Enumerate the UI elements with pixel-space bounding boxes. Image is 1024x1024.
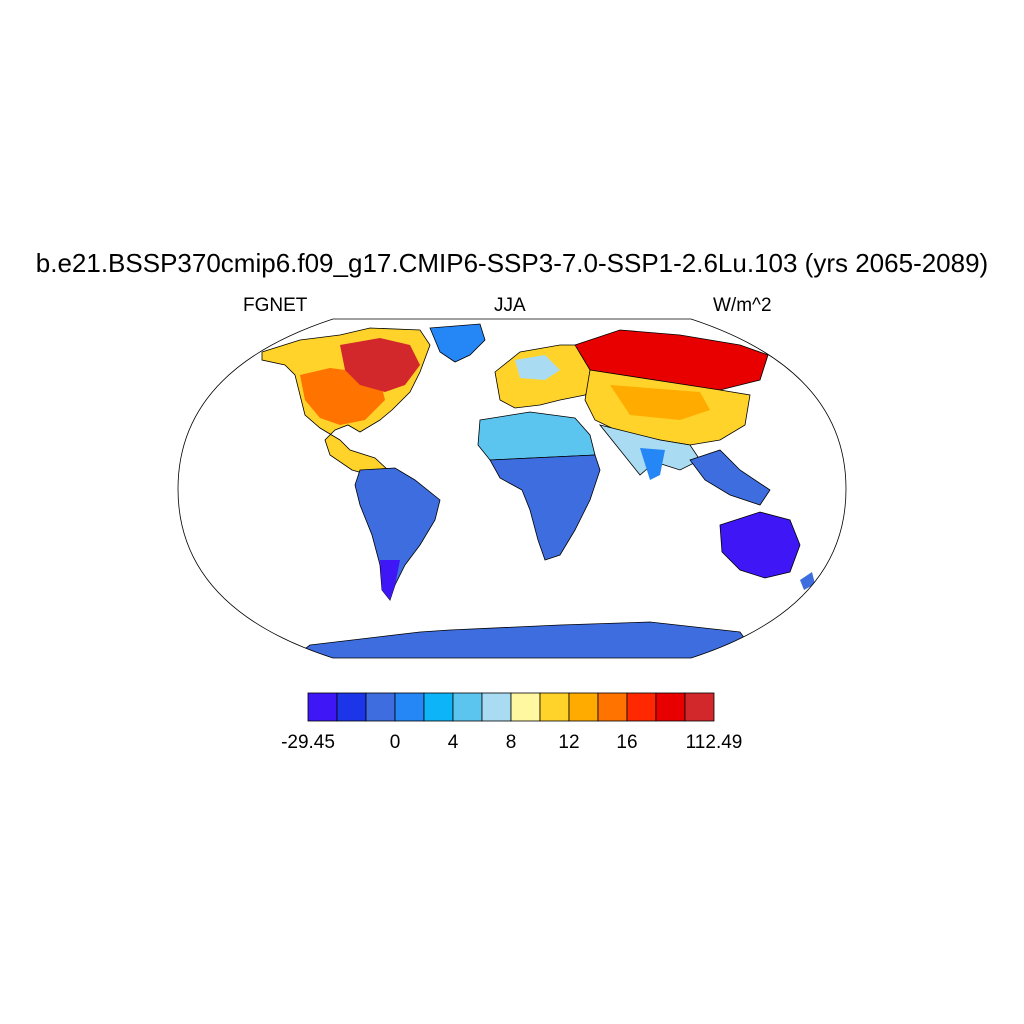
units-label: W/m^2 (713, 295, 772, 316)
colorbar-swatch (423, 692, 454, 722)
variable-label: FGNET (243, 295, 308, 316)
colorbar-swatch (568, 692, 599, 722)
india (640, 448, 665, 480)
antarctica (288, 621, 761, 658)
new-zealand (800, 572, 815, 590)
colorbar-swatch (597, 692, 628, 722)
colorbar-swatch (539, 692, 570, 722)
australia (719, 511, 801, 579)
map-border (177, 318, 847, 659)
colorbar-tick-label: 0 (389, 732, 401, 753)
colorbar-tick-label: 12 (558, 732, 580, 753)
southeast-asia (689, 449, 771, 506)
colorbar-swatch (394, 692, 425, 722)
colorbar-swatch (365, 692, 396, 722)
colorbar-tick-label: 16 (616, 732, 638, 753)
colorbar-tick-label: -29.45 (281, 732, 335, 753)
asia-mid-orange (610, 385, 710, 420)
plot-title: b.e21.BSSP370cmip6.f09_g17.CMIP6-SSP3-7.… (35, 248, 989, 278)
colorbar-tick-label: 112.49 (685, 732, 743, 753)
greenland (429, 323, 486, 363)
colorbar-swatch (481, 692, 512, 722)
colorbar-swatch (626, 692, 657, 722)
africa-north (477, 411, 596, 461)
south-america (354, 467, 441, 601)
colorbar-swatch (655, 692, 686, 722)
canada-red (340, 338, 420, 392)
season-label: JJA (494, 295, 526, 316)
colorbar-swatch (336, 692, 367, 722)
europe-cool (515, 355, 560, 380)
colorbar-swatch (307, 692, 338, 722)
africa-south (489, 454, 601, 561)
colorbar-tick-label: 8 (505, 732, 517, 753)
colorbar (307, 692, 715, 722)
colorbar-swatch (452, 692, 483, 722)
colorbar-tick-label: 4 (447, 732, 459, 753)
south-america-south (380, 560, 400, 600)
colorbar-swatch (684, 692, 715, 722)
colorbar-swatch (510, 692, 541, 722)
